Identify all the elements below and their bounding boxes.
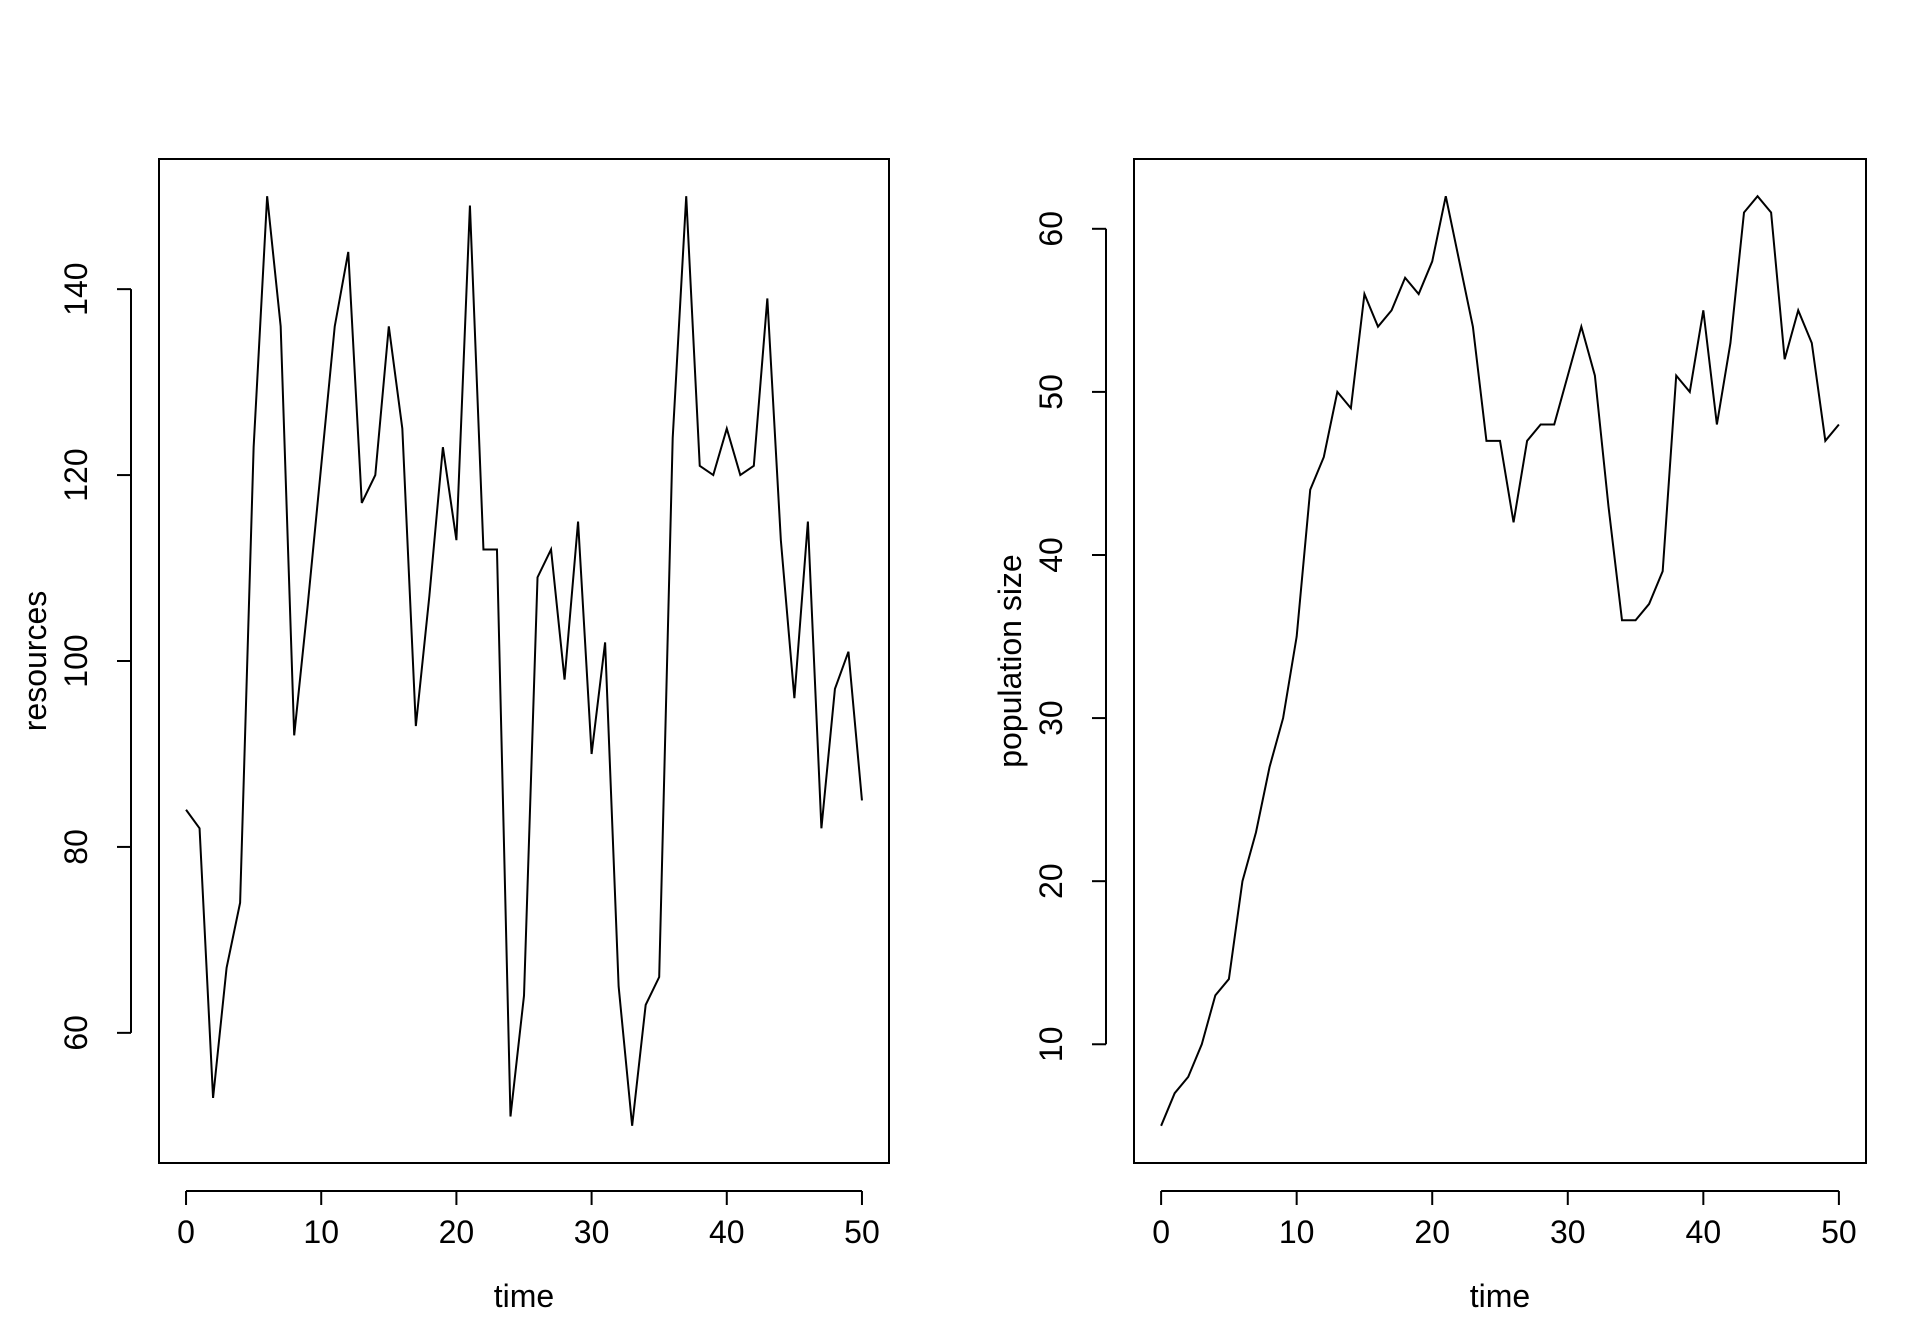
x-tick-label: 0 bbox=[1152, 1214, 1170, 1250]
resources-panel: 0 10 20 30 40 50 60 80 100 120 140 time resources bbox=[17, 158, 890, 1314]
x-tick-label: 20 bbox=[439, 1214, 475, 1250]
y-tick-label: 100 bbox=[58, 634, 94, 687]
y-tick-label: 30 bbox=[1033, 700, 1069, 736]
y-tick-label: 60 bbox=[1033, 211, 1069, 247]
x-axis-title: time bbox=[494, 1278, 554, 1314]
population-panel: 0 10 20 30 40 50 10 20 30 40 50 60 time population si… bbox=[992, 158, 1867, 1314]
y-tick-label: 60 bbox=[58, 1015, 94, 1051]
x-tick-label: 20 bbox=[1414, 1214, 1450, 1250]
x-tick-label: 10 bbox=[303, 1214, 339, 1250]
x-tick-label: 50 bbox=[844, 1214, 880, 1250]
plot-frame bbox=[158, 158, 890, 1164]
x-tick-label: 50 bbox=[1821, 1214, 1857, 1250]
x-tick-label: 30 bbox=[574, 1214, 610, 1250]
x-tick-label: 40 bbox=[709, 1214, 745, 1250]
series-line bbox=[185, 196, 863, 1126]
y-tick-label: 20 bbox=[1033, 863, 1069, 899]
x-axis-title: time bbox=[1470, 1278, 1530, 1314]
y-axis-title: population size bbox=[992, 554, 1028, 767]
y-tick-label: 40 bbox=[1033, 537, 1069, 573]
y-tick-label: 140 bbox=[58, 262, 94, 315]
y-tick-label: 50 bbox=[1033, 374, 1069, 410]
x-tick-label: 40 bbox=[1686, 1214, 1722, 1250]
y-axis-title: resources bbox=[17, 591, 53, 732]
x-tick-label: 0 bbox=[177, 1214, 195, 1250]
series-line bbox=[1160, 194, 1840, 1127]
y-tick-label: 120 bbox=[58, 448, 94, 501]
y-tick-label: 10 bbox=[1033, 1026, 1069, 1062]
y-tick-label: 80 bbox=[58, 829, 94, 865]
plot-frame bbox=[1133, 158, 1867, 1164]
x-tick-label: 10 bbox=[1279, 1214, 1315, 1250]
x-tick-label: 30 bbox=[1550, 1214, 1586, 1250]
